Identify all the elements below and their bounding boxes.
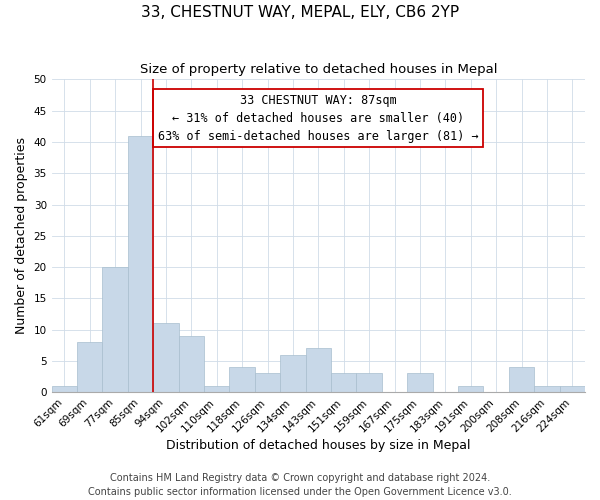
Bar — [534, 386, 560, 392]
Bar — [305, 348, 331, 392]
Y-axis label: Number of detached properties: Number of detached properties — [15, 138, 28, 334]
Bar — [509, 367, 534, 392]
Text: Contains HM Land Registry data © Crown copyright and database right 2024.
Contai: Contains HM Land Registry data © Crown c… — [88, 473, 512, 497]
Bar — [179, 336, 204, 392]
Text: 33, CHESTNUT WAY, MEPAL, ELY, CB6 2YP: 33, CHESTNUT WAY, MEPAL, ELY, CB6 2YP — [141, 5, 459, 20]
Bar — [255, 374, 280, 392]
Bar — [356, 374, 382, 392]
Bar — [103, 267, 128, 392]
Bar — [407, 374, 433, 392]
Bar — [280, 354, 305, 392]
Bar — [229, 367, 255, 392]
Text: 33 CHESTNUT WAY: 87sqm
← 31% of detached houses are smaller (40)
63% of semi-det: 33 CHESTNUT WAY: 87sqm ← 31% of detached… — [158, 94, 479, 142]
Title: Size of property relative to detached houses in Mepal: Size of property relative to detached ho… — [140, 62, 497, 76]
Bar — [458, 386, 484, 392]
Bar — [331, 374, 356, 392]
Bar — [560, 386, 585, 392]
Bar — [128, 136, 153, 392]
Bar — [52, 386, 77, 392]
Bar — [77, 342, 103, 392]
X-axis label: Distribution of detached houses by size in Mepal: Distribution of detached houses by size … — [166, 440, 470, 452]
Bar — [153, 324, 179, 392]
Bar — [204, 386, 229, 392]
